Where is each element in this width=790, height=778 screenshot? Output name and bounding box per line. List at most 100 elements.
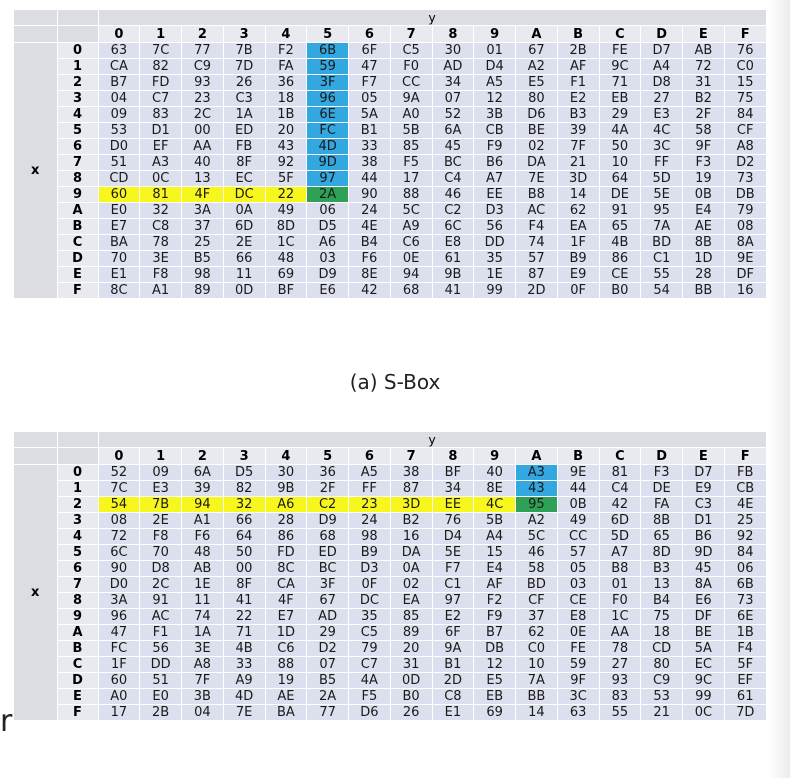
table-cell: 07	[432, 90, 475, 107]
table-cell: E0	[139, 688, 182, 705]
table-cell: D5	[306, 218, 349, 235]
highlighted-cell: EE	[432, 496, 475, 513]
highlighted-cell: A3	[515, 464, 558, 481]
table-cell: 87	[515, 266, 558, 283]
table-cell: 8C	[98, 282, 141, 299]
table-cell: C8	[432, 688, 475, 705]
table-cell: 6A	[181, 464, 224, 481]
table-cell: CB	[724, 480, 767, 497]
table-cell: 1C	[265, 234, 308, 251]
table-cell: 9E	[724, 250, 767, 267]
table-row: 1 CA 82 C9 7D FA 59 47 F0 AD D4 A2 AF 9C A4 72 C0	[14, 58, 767, 75]
table-cell: 17	[390, 170, 433, 187]
table-row: 5 6C 70 48 50 FD ED B9 DA 5E 15 46 57 A7 8D 9D 84	[14, 544, 767, 561]
table-cell: 99	[473, 282, 516, 299]
table-cell: 88	[265, 656, 308, 673]
table-row: B FC 56 3E 4B C6 D2 79 20 9A DB C0 FE 78 CD 5A F4	[14, 640, 767, 657]
table-row: 6 D0 EF AA FB 43 4D 33 85 45 F9 02 7F 50 3C 9F A8	[14, 138, 767, 155]
table-cell: 67	[306, 592, 349, 609]
table-cell: 0F	[348, 576, 391, 593]
table-cell: 80	[640, 656, 683, 673]
row-header: C	[57, 234, 99, 251]
table-cell: 4B	[223, 640, 266, 657]
table-cell: B6	[473, 154, 516, 171]
table-cell: D1	[682, 512, 725, 529]
table-cell: F3	[682, 154, 725, 171]
table-cell: 09	[139, 464, 182, 481]
table-cell: CE	[557, 592, 600, 609]
row-header: 5	[57, 544, 99, 561]
table-cell: 5D	[599, 528, 642, 545]
table-cell: 8B	[682, 234, 725, 251]
table-cell: 4C	[640, 122, 683, 139]
table-cell: EE	[473, 186, 516, 203]
table-cell: 78	[599, 640, 642, 657]
table-cell: 1B	[724, 624, 767, 641]
table-cell: 90	[348, 186, 391, 203]
table-cell: 08	[98, 512, 141, 529]
highlighted-cell: 3D	[390, 496, 433, 513]
table-cell: CC	[557, 528, 600, 545]
table-cell: 32	[139, 202, 182, 219]
table-cell: 35	[473, 250, 516, 267]
table-cell: 6D	[223, 218, 266, 235]
table-cell: A2	[515, 512, 558, 529]
table-cell: 3A	[181, 202, 224, 219]
table-cell: F6	[181, 528, 224, 545]
column-header: 8	[432, 447, 475, 465]
row-header: D	[57, 672, 99, 689]
table-row: C BA 78 25 2E 1C A6 B4 C6 E8 DD 74 1F 4B BD 8B 8A	[14, 234, 767, 251]
table-cell: 4D	[223, 688, 266, 705]
table-cell: 99	[682, 688, 725, 705]
table-cell: 73	[724, 592, 767, 609]
table-row: D 60 51 7F A9 19 B5 4A 0D 2D E5 7A 9F 93 C9 9C EF	[14, 672, 767, 689]
table-cell: 8E	[348, 266, 391, 283]
table-cell: 52	[98, 464, 141, 481]
table-cell: 0A	[390, 560, 433, 577]
table-cell: 16	[390, 528, 433, 545]
table-cell: 27	[599, 656, 642, 673]
table-cell: 28	[265, 512, 308, 529]
table-row: 1 7C E3 39 82 9B 2F FF 87 34 8E 43 44 C4 DE E9 CB	[14, 480, 767, 497]
table-cell: 64	[599, 170, 642, 187]
row-header: 7	[57, 154, 99, 171]
table-cell: 10	[515, 656, 558, 673]
table-cell: 7A	[515, 672, 558, 689]
table-cell: 1C	[599, 608, 642, 625]
column-header: C	[599, 25, 642, 43]
table-cell: 70	[98, 250, 141, 267]
table-cell: A1	[139, 282, 182, 299]
table-cell: 65	[640, 528, 683, 545]
table-cell: 37	[181, 218, 224, 235]
table-cell: E7	[98, 218, 141, 235]
table-cell: FE	[599, 42, 642, 59]
table-cell: 44	[557, 480, 600, 497]
table-cell: E1	[432, 704, 475, 721]
table-cell: 3C	[640, 138, 683, 155]
table-cell: 62	[557, 202, 600, 219]
table-cell: 14	[515, 704, 558, 721]
sbox-caption: (a) S-Box	[349, 370, 441, 394]
table-cell: 2C	[181, 106, 224, 123]
highlighted-cell: 2A	[306, 186, 349, 203]
corner-cell	[14, 432, 58, 448]
table-cell: 12	[473, 656, 516, 673]
table-cell: E8	[557, 608, 600, 625]
row-header: 9	[57, 186, 99, 203]
table-cell: CD	[640, 640, 683, 657]
table-cell: 95	[640, 202, 683, 219]
table-cell: 87	[390, 480, 433, 497]
row-header: F	[57, 282, 99, 299]
table-cell: 4B	[599, 234, 642, 251]
table-cell: F4	[515, 218, 558, 235]
table-cell: F8	[139, 266, 182, 283]
table-cell: 5C	[390, 202, 433, 219]
table-cell: 7B	[223, 42, 266, 59]
table-cell: CA	[265, 576, 308, 593]
table-cell: 70	[139, 544, 182, 561]
table-cell: BC	[306, 560, 349, 577]
row-header: 6	[57, 560, 99, 577]
x-axis-label: x	[14, 42, 58, 299]
table-cell: 40	[181, 154, 224, 171]
table-cell: 49	[265, 202, 308, 219]
